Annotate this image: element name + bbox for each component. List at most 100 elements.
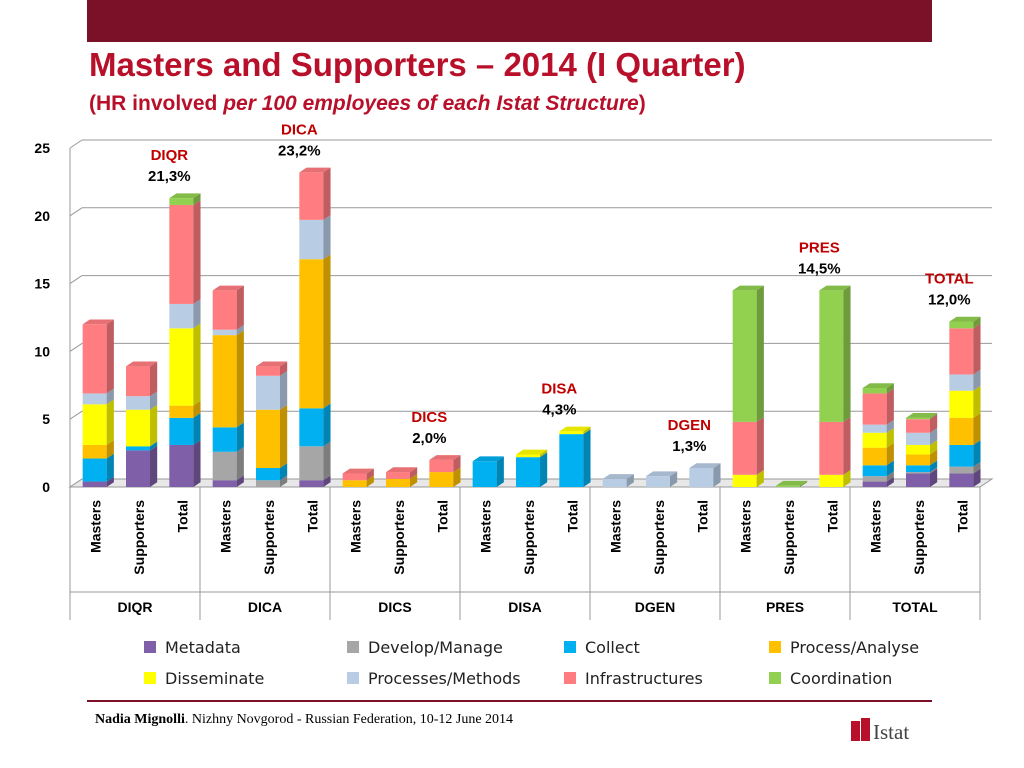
bar-segment-side <box>886 388 894 425</box>
bar-segment-side <box>453 455 461 473</box>
bar-top <box>82 319 114 325</box>
bar-segment <box>212 451 237 481</box>
bar-segment-side <box>193 193 201 205</box>
group-label: DGEN <box>635 599 675 615</box>
bar-segment <box>949 444 974 467</box>
legend-label: Processes/Methods <box>368 668 521 688</box>
bar-segment <box>949 374 974 391</box>
legend-swatch <box>769 641 781 653</box>
bar-segment-side <box>973 316 981 329</box>
bar-segment-side <box>106 476 114 487</box>
x-tick-label: Masters <box>608 500 624 553</box>
bar-segment <box>949 328 974 375</box>
group-annotation-value: 23,2% <box>278 142 321 159</box>
bar-segment-side <box>756 469 764 487</box>
bar-segment-side <box>323 403 331 447</box>
bar-segment <box>776 485 800 487</box>
logo-text: Istat <box>873 720 909 744</box>
bar-segment <box>646 476 670 487</box>
group-annotation-name: DICA <box>281 121 318 138</box>
bar-segment <box>299 259 324 409</box>
bar-segment-side <box>540 452 548 487</box>
bar-segment <box>862 476 887 482</box>
bar-segment <box>906 417 930 420</box>
bar-segment <box>949 473 974 487</box>
x-tick-label: Masters <box>868 500 884 553</box>
bar-segment-side <box>973 440 981 467</box>
group-annotation-name: DISA <box>541 380 577 397</box>
bar-top <box>256 361 288 367</box>
legend-label: Develop/Manage <box>368 637 503 657</box>
bar-segment-side <box>280 463 288 481</box>
istat-logo: Istat <box>851 718 909 744</box>
bar-segment-side <box>973 369 981 391</box>
bar-segment-side <box>410 467 418 479</box>
bar-segment-side <box>496 456 504 487</box>
x-tick-label: Masters <box>218 500 234 553</box>
group-label: DIQR <box>118 599 153 615</box>
y-tick-label: 15 <box>34 276 50 292</box>
bar-segment-side <box>843 417 851 475</box>
bar-segment <box>906 473 930 487</box>
y-tick-label: 0 <box>42 479 50 495</box>
bar-top <box>646 471 678 477</box>
bar-segment-side <box>236 422 244 452</box>
legend-label: Collect <box>585 637 640 657</box>
bar-segment-side <box>930 427 938 445</box>
bar-segment <box>429 472 454 487</box>
bar-segment <box>819 290 844 422</box>
bar-top <box>429 455 461 460</box>
bar-segment-side <box>843 469 851 487</box>
bar-segment <box>472 461 497 487</box>
bar-segment <box>862 465 887 477</box>
bar-segment <box>386 478 410 487</box>
bar-segment-side <box>886 442 894 466</box>
group-label: TOTAL <box>892 599 938 615</box>
bar-segment-side <box>106 399 114 445</box>
group-annotation-name: TOTAL <box>925 271 974 288</box>
bar-segment <box>169 417 194 445</box>
bar-segment-side <box>930 468 938 487</box>
bar-segment <box>386 472 410 479</box>
bar-segment <box>169 405 194 418</box>
x-tick-label: Total <box>824 500 840 532</box>
bar-segment-side <box>973 323 981 375</box>
bar-top <box>862 383 894 389</box>
bar-segment <box>299 408 324 447</box>
bar-segment-side <box>366 468 374 481</box>
top-banner <box>87 0 932 42</box>
bar-segment-side <box>236 330 244 428</box>
bar-segment-side <box>236 324 244 336</box>
bar-top <box>126 361 158 367</box>
bar-segment <box>342 480 367 487</box>
bar-top <box>906 413 938 418</box>
bar-segment <box>256 375 280 410</box>
group-annotation-value: 21,3% <box>148 168 191 185</box>
bar-segment-side <box>756 417 764 475</box>
bar-segment-side <box>626 474 634 487</box>
legend-label: Metadata <box>165 637 241 657</box>
bar-top <box>472 456 504 462</box>
legend-label: Disseminate <box>165 668 265 688</box>
bar-segment <box>559 431 584 435</box>
bar-segment-side <box>930 460 938 473</box>
bar-segment-side <box>886 476 894 487</box>
bar-segment-side <box>583 429 591 487</box>
bar-segment <box>212 480 237 487</box>
bar-segment <box>126 409 150 447</box>
bar-segment-side <box>236 446 244 481</box>
footer: Nadia Mignolli. Nizhny Novgorod - Russia… <box>95 712 513 728</box>
bar-segment-side <box>106 319 114 394</box>
bar-segment-side <box>886 460 894 477</box>
bar-segment-side <box>756 285 764 422</box>
bar-segment-side <box>106 440 114 459</box>
bar-segment <box>862 393 887 425</box>
x-tick-label: Supporters <box>911 500 927 575</box>
bar-segment <box>862 481 887 487</box>
bar-segment-side <box>453 467 461 487</box>
bar-segment <box>906 465 930 473</box>
group-annotation-name: DGEN <box>668 417 711 434</box>
bar-top <box>689 463 721 469</box>
bar-segment-side <box>886 471 894 482</box>
chart-legend: Metadata Develop/Manage Collect Process/Ana… <box>144 636 944 692</box>
